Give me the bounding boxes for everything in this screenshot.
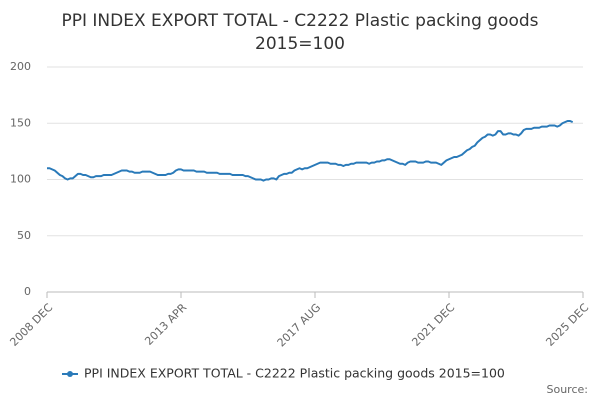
y-tick-label: 50	[17, 229, 31, 242]
legend-marker	[67, 371, 73, 377]
x-tick-label: 2025 DEC	[543, 301, 591, 349]
source: Source:	[547, 383, 589, 396]
chart-title: 2015=100	[255, 34, 345, 54]
x-tick-label: 2008 DEC	[7, 301, 55, 349]
y-tick-label: 0	[24, 285, 31, 298]
x-tick-label: 2017 AUG	[275, 301, 324, 350]
y-tick-label: 200	[10, 60, 31, 73]
x-tick-label: 2013 APR	[142, 301, 189, 348]
x-tick-label: 2021 DEC	[409, 301, 457, 349]
chart-title: PPI INDEX EXPORT TOTAL - C2222 Plastic p…	[61, 11, 538, 31]
line	[47, 120, 574, 182]
y-tick-label: 150	[10, 116, 31, 129]
legend-label: PPI INDEX EXPORT TOTAL - C2222 Plastic p…	[84, 366, 505, 381]
y-tick-label: 100	[10, 173, 31, 186]
